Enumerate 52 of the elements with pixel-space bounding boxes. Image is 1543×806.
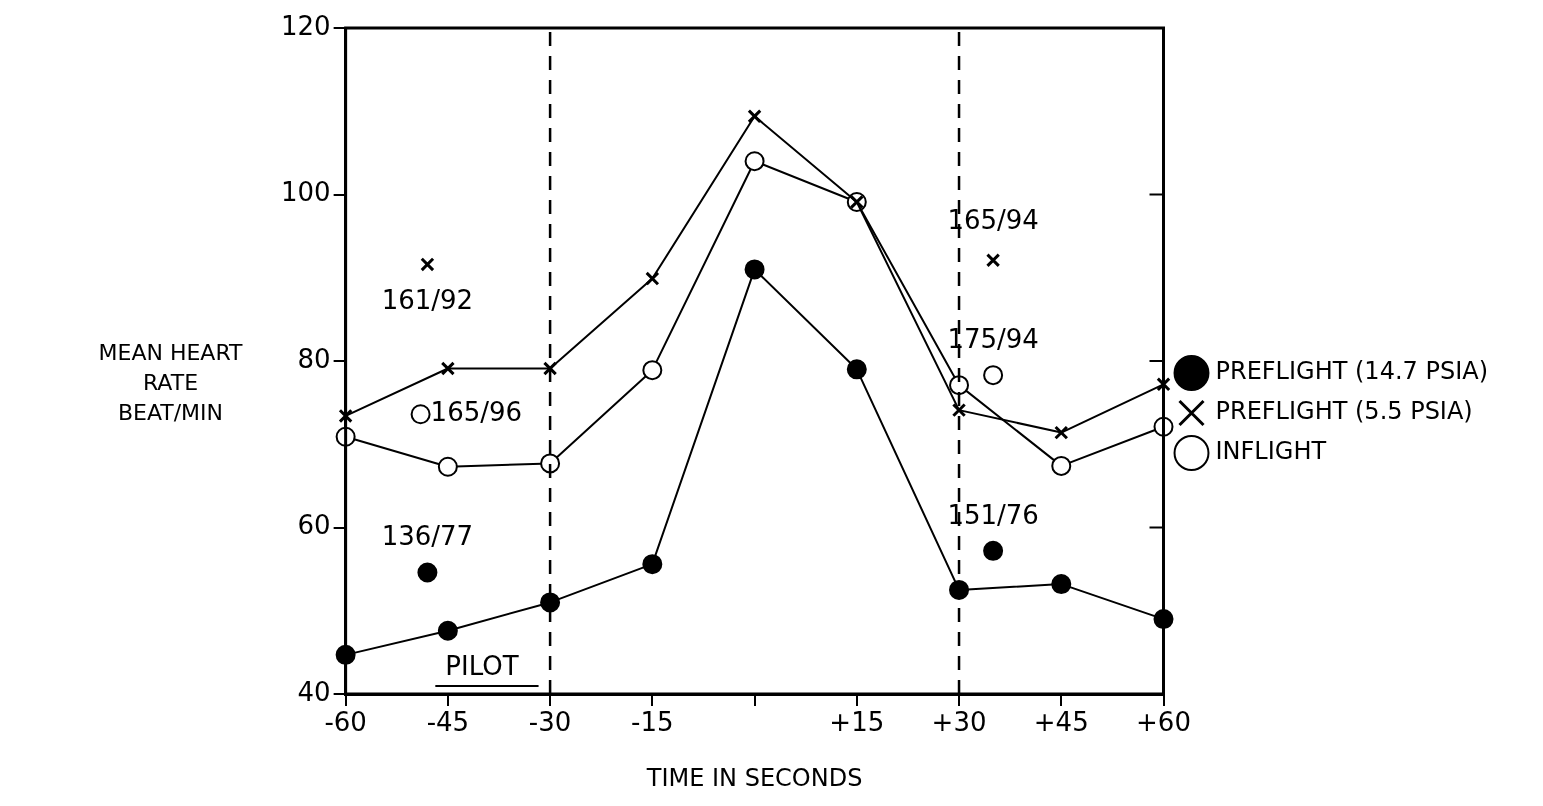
point — [420, 257, 435, 272]
point — [410, 404, 431, 425]
x-tick-label: +15 — [829, 707, 885, 738]
legend-label: INFLIGHT — [1215, 437, 1327, 466]
annotation: 151/76 — [947, 499, 1039, 530]
point — [540, 453, 561, 474]
y-tick-label: 120 — [280, 10, 331, 41]
point — [983, 540, 1004, 561]
point — [1051, 455, 1072, 476]
point — [645, 271, 660, 286]
point — [1054, 425, 1069, 440]
point — [983, 365, 1004, 386]
point — [1156, 377, 1171, 392]
annotation: 161/92 — [381, 285, 474, 316]
legend-label: PREFLIGHT (14.7 PSIA) — [1215, 357, 1488, 386]
point — [747, 109, 762, 124]
point — [440, 361, 456, 376]
point — [437, 620, 458, 641]
legend-label: PREFLIGHT (5.5 PSIA) — [1215, 397, 1473, 426]
point — [338, 408, 353, 424]
x-tick-label: -45 — [426, 707, 470, 738]
point — [642, 360, 663, 381]
point — [1051, 574, 1072, 595]
point — [417, 562, 438, 583]
y-axis-title: MEAN HEART RATE BEAT/MIN — [98, 339, 243, 427]
point — [985, 253, 1001, 268]
y-tick-label: 100 — [280, 177, 331, 208]
annotation: PILOT — [445, 650, 519, 681]
x-tick-label: +30 — [931, 707, 987, 738]
x-tick-label: +60 — [1136, 707, 1191, 738]
annotation: 136/77 — [381, 521, 474, 552]
y-tick-label: 60 — [297, 510, 331, 541]
point — [642, 554, 663, 575]
x-tick-label: -60 — [324, 707, 367, 738]
point — [542, 361, 558, 376]
point — [437, 456, 458, 477]
x-axis-title: TIME IN SECONDS — [645, 763, 863, 792]
x-tick-label: -30 — [528, 707, 572, 738]
x-tick-label: -15 — [631, 707, 674, 738]
annotation: 165/94 — [947, 205, 1039, 236]
point — [949, 375, 970, 396]
point — [951, 402, 967, 418]
y-tick-label: 40 — [297, 676, 331, 707]
point — [846, 359, 867, 380]
annotation: 165/96 — [430, 397, 523, 428]
point — [949, 579, 970, 600]
x-tick-label: +45 — [1033, 707, 1089, 738]
annotation: 175/94 — [947, 323, 1039, 354]
point — [540, 592, 561, 613]
point — [744, 259, 765, 280]
point — [744, 151, 765, 172]
y-tick-label: 80 — [297, 343, 331, 374]
